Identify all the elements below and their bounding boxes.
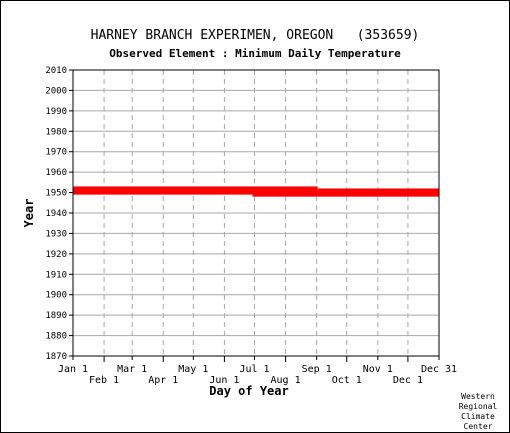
x-tick-label: Jul 1 [239, 364, 269, 375]
y-tick-label: 1890 [45, 311, 67, 321]
credit-line-1: Western [461, 392, 495, 401]
x-tick-label: Jan 1 [58, 364, 88, 375]
x-tick-label: Mar 1 [117, 364, 147, 375]
grid [73, 70, 439, 356]
y-tick-label: 1990 [45, 107, 67, 117]
x-tick-label: May 1 [178, 364, 208, 375]
y-tick-label: 2000 [45, 86, 67, 96]
y-tick-label: 1880 [45, 332, 67, 342]
y-tick-label: 1950 [45, 189, 67, 199]
y-tick-label: 1940 [45, 209, 67, 219]
y-tick-label: 1980 [45, 127, 67, 137]
y-tick-label: 1930 [45, 229, 67, 239]
x-tick-label: Nov 1 [363, 364, 393, 375]
data-band [252, 186, 318, 197]
credit-line-4: Center [464, 422, 493, 431]
data-band [73, 186, 253, 195]
x-tick-label: Oct 1 [332, 375, 362, 386]
y-tick-label: 1960 [45, 168, 67, 178]
data-points [73, 186, 439, 197]
chart-subtitle: Observed Element : Minimum Daily Tempera… [109, 47, 401, 60]
y-tick-label: 2010 [45, 66, 67, 76]
x-axis-label: Day of Year [209, 384, 288, 398]
x-tick-label: Sep 1 [302, 364, 332, 375]
y-axis-ticks: 1870 1880 1890 1900 1910 1920 1930 1940 1950 1960… [45, 66, 73, 362]
x-tick-label: Dec 1 [393, 375, 423, 386]
y-tick-label: 1910 [45, 270, 67, 280]
data-band [317, 188, 439, 197]
y-tick-label: 1870 [45, 352, 67, 362]
x-axis-ticks: Jan 1 Mar 1 May 1 Jul 1 Sep 1 Nov 1 Dec 31 Feb … [58, 356, 457, 386]
credit-block: Western Regional Climate Center [459, 392, 498, 431]
x-tick-label: Feb 1 [89, 375, 119, 386]
credit-line-3: Climate [461, 412, 495, 421]
y-axis-label: Year [22, 199, 36, 228]
x-tick-label: Aug 1 [271, 375, 301, 386]
credit-line-2: Regional [459, 402, 498, 411]
x-tick-label: Jun 1 [209, 375, 239, 386]
y-tick-label: 1970 [45, 148, 67, 158]
x-tick-label: Apr 1 [148, 375, 178, 386]
x-tick-label: Dec 31 [421, 364, 457, 375]
y-tick-label: 1900 [45, 291, 67, 301]
chart-title: HARNEY BRANCH EXPERIMEN, OREGON (353659) [91, 28, 420, 43]
y-tick-label: 1920 [45, 250, 67, 260]
